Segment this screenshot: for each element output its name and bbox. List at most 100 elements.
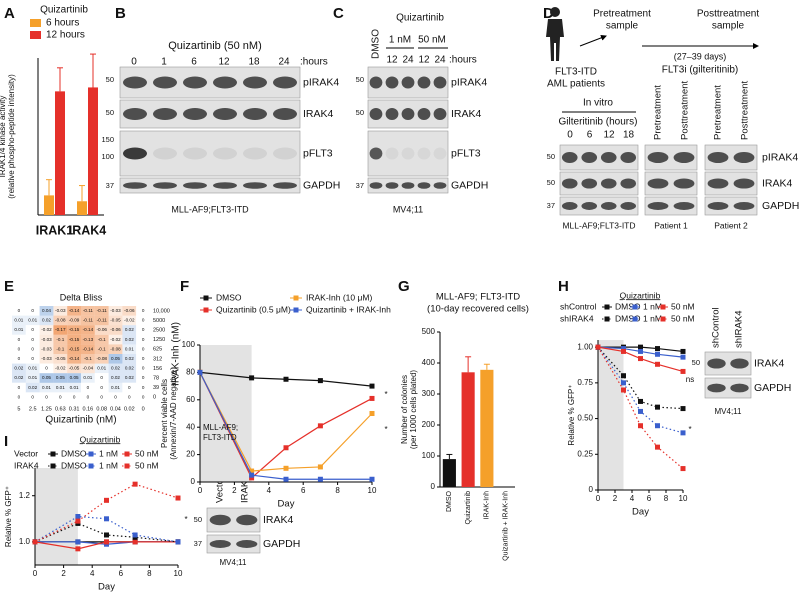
cell-label: 0 — [18, 337, 21, 342]
label: Gilteritinib (hours) — [559, 117, 638, 128]
point — [655, 404, 660, 410]
x-tick-label: 10 — [174, 569, 183, 578]
x-tick-label: 6 — [301, 486, 306, 495]
y-tick-label: 1.0 — [19, 537, 31, 546]
cell-label: -0.03 — [41, 337, 52, 342]
x-tick-label: IRAK-Inh — [484, 491, 491, 520]
cell-label: -0.02 — [124, 318, 135, 323]
cell-label: 0 — [100, 375, 103, 380]
heat-cell — [81, 373, 95, 383]
legend-label: DMSO — [615, 313, 641, 323]
blot-band — [243, 182, 267, 189]
heat-cell — [67, 344, 81, 354]
size-marker: 37 — [194, 539, 202, 548]
x-tick-label: 8 — [664, 494, 669, 503]
heat-cell — [108, 315, 123, 326]
x-tick-label: 0.04 — [110, 406, 121, 412]
x-tick-label: 2 — [613, 494, 618, 503]
blot-membrane — [119, 177, 301, 194]
blot-band — [620, 178, 637, 189]
blot-band — [561, 178, 578, 189]
x-tick-label: 8 — [147, 569, 152, 578]
cell-label: 0 — [31, 394, 34, 399]
legend-marker — [604, 304, 610, 310]
row-label: IRAK4 — [762, 177, 793, 189]
cell-label: 0.01 — [97, 366, 106, 371]
blot-band — [385, 147, 399, 160]
blot-band — [183, 147, 207, 160]
y-axis-label: (per 1000 cells plated) — [409, 370, 418, 449]
label: FLT3i (gilteritinib) — [662, 65, 739, 76]
cell-label: 0 — [87, 394, 90, 399]
heat-cell — [94, 363, 109, 374]
cell-label: 0.02 — [42, 318, 51, 323]
heat-cell — [94, 354, 109, 364]
x-tick-label: 0 — [33, 569, 38, 578]
point — [638, 348, 643, 354]
x-tick-label: IRAK1 — [36, 223, 74, 237]
x-tick-label: 6 — [647, 494, 652, 503]
blot-band — [733, 152, 755, 163]
y-tick-label: 1.00 — [577, 342, 593, 351]
x-tick-label: 4 — [267, 486, 272, 495]
heat-cell — [136, 325, 150, 335]
point — [104, 532, 109, 538]
bar — [44, 195, 54, 215]
y-axis-label: IRAK-Inh (nM) — [171, 322, 182, 386]
blot-band — [600, 178, 617, 189]
point — [75, 518, 81, 524]
legend-label: 50 nM — [135, 448, 159, 458]
x-axis-label: Day — [278, 499, 295, 510]
cell-label: -0.15 — [69, 337, 80, 342]
x-axis-label: Day — [98, 582, 115, 592]
y-tick-label: 39 — [153, 385, 159, 391]
cell-label: -0.1 — [56, 337, 64, 342]
legend-marker — [203, 307, 209, 313]
heat-cell — [12, 344, 26, 354]
cell-label: 0.05 — [56, 375, 65, 380]
cell-label: 0.01 — [14, 318, 23, 323]
point — [638, 408, 643, 414]
cell-label: -0.11 — [83, 318, 94, 323]
label: 50 nM — [418, 35, 446, 46]
x-tick-label: 10 — [368, 486, 377, 495]
heat-cell — [67, 373, 81, 383]
legend-swatch — [30, 31, 41, 39]
x-tick-label: 2 — [232, 486, 237, 495]
caption: Patient 1 — [654, 220, 688, 230]
heat-cell — [67, 334, 81, 345]
heat-cell — [12, 306, 26, 316]
point — [132, 532, 138, 538]
cell-label: -0.03 — [41, 346, 52, 351]
point — [638, 356, 643, 362]
x-tick-label: 10 — [679, 494, 688, 503]
cell-label: 0.01 — [28, 366, 37, 371]
blot-band — [730, 383, 749, 393]
cell-label: 0.01 — [111, 385, 120, 390]
y-axis-label: Percent viable cells — [160, 379, 169, 448]
lane-label: 12 — [418, 55, 430, 66]
cell-label: 0 — [142, 318, 145, 323]
cell-label: 0.05 — [42, 375, 51, 380]
heat-cell — [136, 392, 150, 402]
y-tick-label: 40 — [186, 422, 195, 431]
heat-cell — [39, 315, 54, 326]
cell-label: -0.02 — [110, 337, 121, 342]
cell-label: -0.06 — [96, 327, 107, 332]
heat-cell — [12, 315, 26, 326]
blot-band — [385, 108, 399, 120]
y-tick-label: 500 — [422, 327, 436, 336]
heat-cell — [81, 382, 95, 393]
blot-band — [273, 108, 297, 120]
label: sample — [606, 21, 639, 32]
legend-label: DMSO — [61, 460, 87, 470]
row-label: pFLT3 — [451, 147, 481, 159]
row-label: IRAK4 — [303, 108, 334, 120]
point — [283, 376, 289, 382]
panel-label: E — [4, 278, 14, 295]
heat-cell — [25, 344, 40, 354]
blot-band — [401, 76, 415, 89]
label: Pretreatment — [593, 9, 651, 20]
cell-label: 0 — [142, 337, 145, 342]
shaded-region — [35, 468, 78, 565]
